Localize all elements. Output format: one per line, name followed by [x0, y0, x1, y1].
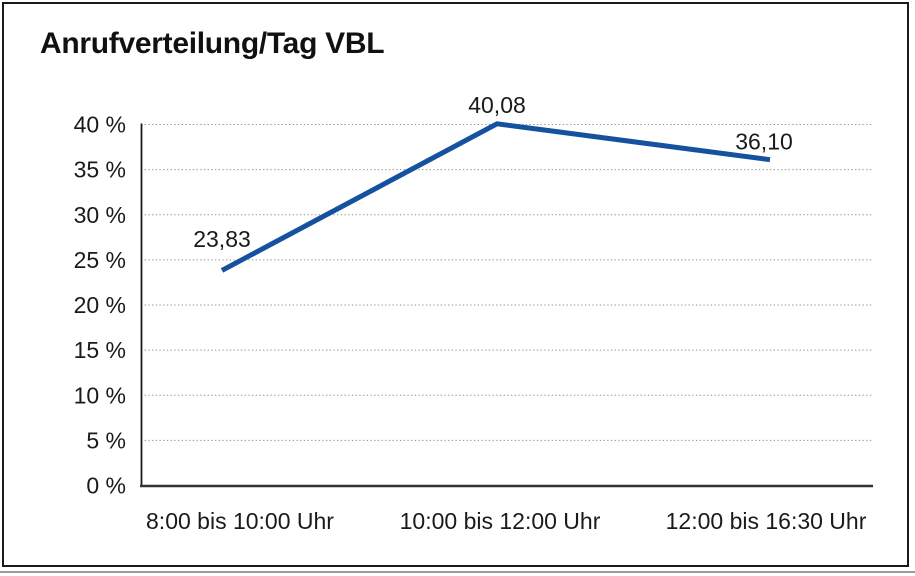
chart-title: Anrufverteilung/Tag VBL: [40, 27, 385, 60]
y-tick-label: 15 %: [74, 337, 126, 363]
series-line: [220, 121, 771, 273]
y-tick-label: 0 %: [86, 473, 126, 499]
x-category-label: 12:00 bis 16:30 Uhr: [666, 508, 867, 534]
data-point-label: 36,10: [735, 129, 793, 155]
y-tick-label: 30 %: [74, 202, 126, 228]
x-category-label: 8:00 bis 10:00 Uhr: [146, 508, 334, 534]
y-tick-label: 20 %: [74, 292, 126, 318]
y-tick-label: 25 %: [74, 247, 126, 273]
x-category-label: 10:00 bis 12:00 Uhr: [400, 508, 601, 534]
y-tick-label: 5 %: [86, 427, 126, 453]
y-tick-label: 40 %: [74, 112, 126, 138]
page-bottom-rule: [0, 571, 915, 573]
data-point-label: 23,83: [193, 226, 251, 252]
y-tick-label: 35 %: [74, 157, 126, 183]
data-point-label: 40,08: [468, 92, 526, 118]
y-tick-label: 10 %: [74, 382, 126, 408]
